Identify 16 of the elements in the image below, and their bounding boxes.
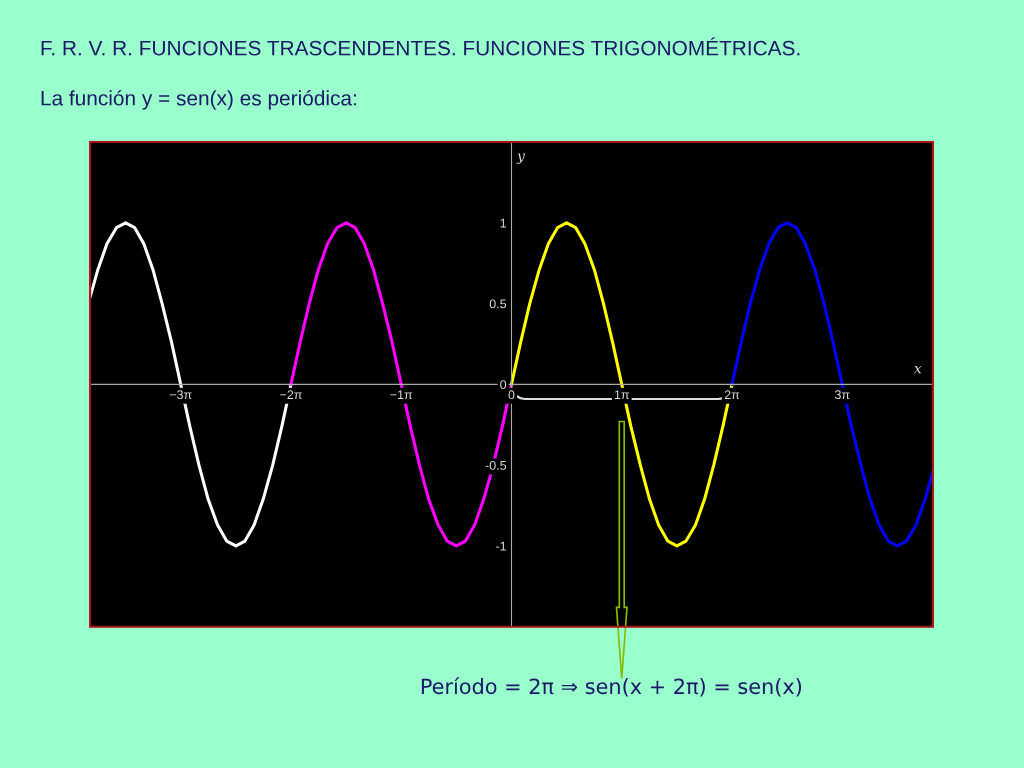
y-tick-label: 0 xyxy=(500,380,507,390)
x-tick-label: 2π xyxy=(724,390,740,400)
y-tick-label: 0.5 xyxy=(489,299,507,309)
x-tick-label: 0 xyxy=(508,390,515,400)
x-tick-label: −3π xyxy=(169,390,192,400)
x-tick-label: 3π xyxy=(834,390,850,400)
chart-subtitle: La función y = sen(x) es periódica: xyxy=(41,90,356,110)
chart-title: F. R. V. R. FUNCIONES TRASCENDENTES. FUNCIONES TRIGONOMÉTRICAS. xyxy=(41,37,800,56)
x-tick-label: −1π xyxy=(390,390,413,400)
x-tick-label: 1π xyxy=(614,390,629,400)
y-axis-title: y xyxy=(516,153,526,164)
x-axis-title: x xyxy=(913,365,922,374)
y-tick-label: -1 xyxy=(496,541,507,551)
text: Período = 2π ⇒ sen(x + 2π) = sen(x) xyxy=(421,677,802,697)
y-tick-label: 1 xyxy=(500,218,507,228)
x-tick-label: −2π xyxy=(280,390,302,400)
